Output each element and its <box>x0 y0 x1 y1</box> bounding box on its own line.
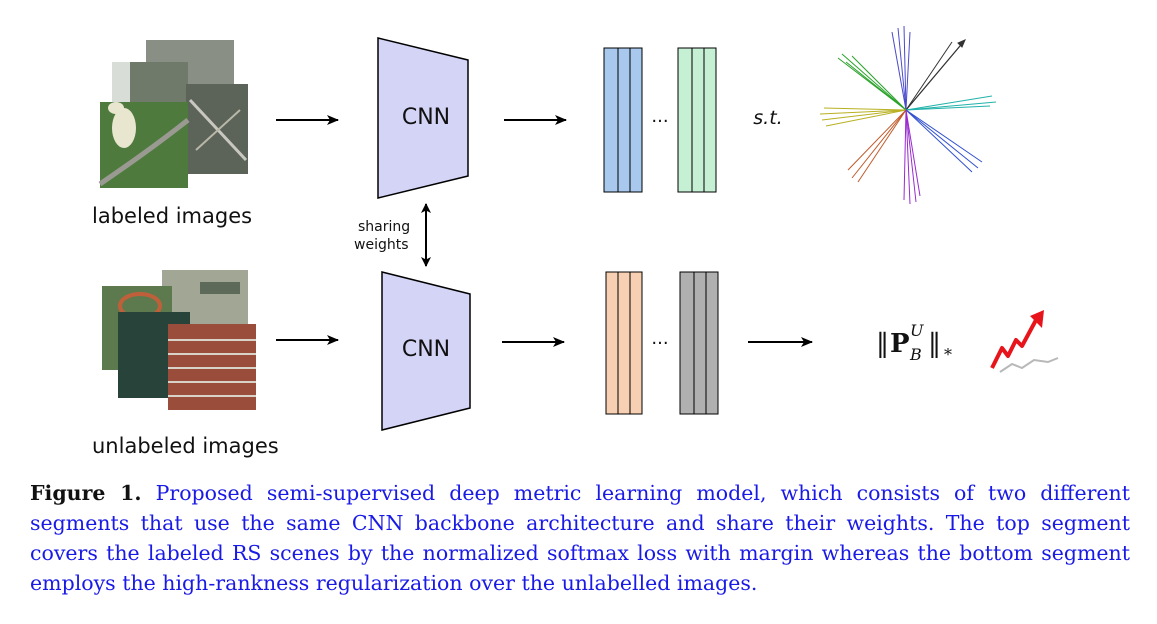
svg-text:‖: ‖ <box>876 329 889 359</box>
sharing-weights-line2: weights <box>354 237 409 253</box>
sharing-weights-line1: sharing <box>358 219 411 235</box>
unlabeled-images-label: unlabeled images <box>92 434 279 458</box>
sharing-weights-label: sharing weights <box>354 218 410 254</box>
feature-columns-bottom <box>605 271 719 415</box>
normalized-embedding-star <box>819 25 997 205</box>
cnn-block-top <box>377 37 469 199</box>
cnn-block-bottom <box>381 271 471 431</box>
figure-caption: Figure 1. Proposed semi-supervised deep … <box>30 478 1130 598</box>
nuclear-norm-formula: ‖ P U B ‖ * <box>876 321 952 364</box>
unlabeled-image-stack <box>102 270 256 410</box>
labeled-image-stack <box>98 40 248 188</box>
nuclear-norm-star: * <box>944 345 952 364</box>
labeled-images-label: labeled images <box>92 204 253 228</box>
cnn-label-bottom: CNN <box>402 337 450 362</box>
rising-trend-icon <box>990 310 1059 373</box>
nuclear-norm-base: P <box>890 329 910 359</box>
cnn-label-top: CNN <box>402 105 450 130</box>
caption-text: Proposed semi-supervised deep metric lea… <box>30 481 1130 595</box>
feature-columns-top <box>603 47 717 193</box>
ellipsis-top: ... <box>651 106 668 127</box>
svg-text:‖: ‖ <box>928 329 941 359</box>
st-label: s.t. <box>753 107 782 129</box>
model-diagram: CNN CNN ... ... s.t. <box>98 25 1059 431</box>
nuclear-norm-sup: U <box>910 321 924 340</box>
ellipsis-bottom: ... <box>651 328 668 349</box>
caption-figure-label: Figure 1. <box>30 481 142 505</box>
nuclear-norm-sub: B <box>909 345 922 364</box>
